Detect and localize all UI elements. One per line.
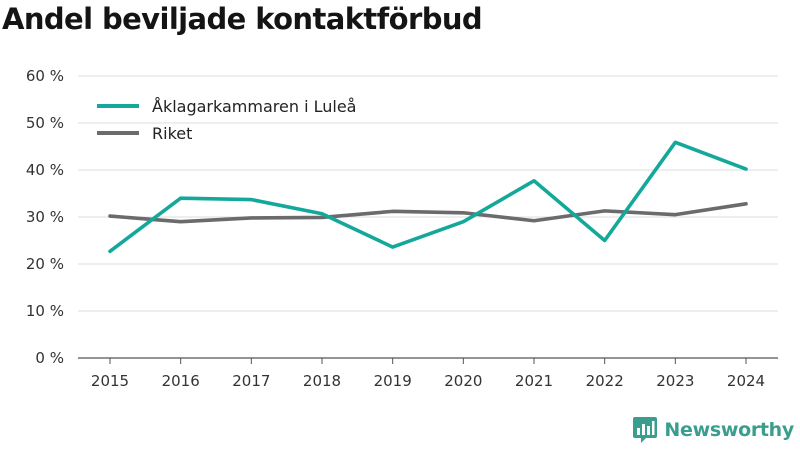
series-lines bbox=[108, 140, 748, 254]
x-tick-label: 2015 bbox=[91, 372, 129, 390]
series-line--klagarkammaren-i-lule- bbox=[108, 140, 748, 254]
y-tick-label: 60 % bbox=[26, 67, 64, 85]
brand-name: Newsworthy bbox=[664, 419, 794, 441]
newsworthy-logo-icon bbox=[633, 417, 658, 443]
y-tick-label: 40 % bbox=[26, 161, 64, 179]
x-tick-label: 2016 bbox=[162, 372, 200, 390]
y-tick-label: 50 % bbox=[26, 114, 64, 132]
x-tick-label: 2024 bbox=[727, 372, 765, 390]
x-tick-label: 2022 bbox=[586, 372, 624, 390]
x-tick-label: 2020 bbox=[444, 372, 482, 390]
x-tick-label: 2017 bbox=[232, 372, 270, 390]
y-tick-label: 30 % bbox=[26, 208, 64, 226]
legend: Åklagarkammaren i Luleå Riket bbox=[97, 97, 356, 143]
brand-logo: Newsworthy bbox=[632, 416, 794, 444]
y-tick-label: 0 % bbox=[35, 349, 64, 367]
y-tick-label: 10 % bbox=[26, 302, 64, 320]
y-tick-label: 20 % bbox=[26, 255, 64, 273]
axes: 0 % 10 % 20 % 30 % 40 % 50 % 60 % 2015 2016 2017 2… bbox=[26, 67, 778, 390]
grid-lines bbox=[78, 75, 778, 312]
chart-title: Andel beviljade kontaktförbud bbox=[2, 2, 483, 36]
x-tick-label: 2021 bbox=[515, 372, 553, 390]
x-tick-label: 2018 bbox=[303, 372, 341, 390]
x-tick-label: 2023 bbox=[656, 372, 694, 390]
legend-label: Åklagarkammaren i Luleå bbox=[152, 97, 356, 116]
legend-label: Riket bbox=[152, 124, 192, 143]
series-line-riket bbox=[108, 202, 748, 224]
x-tick-label: 2019 bbox=[374, 372, 412, 390]
